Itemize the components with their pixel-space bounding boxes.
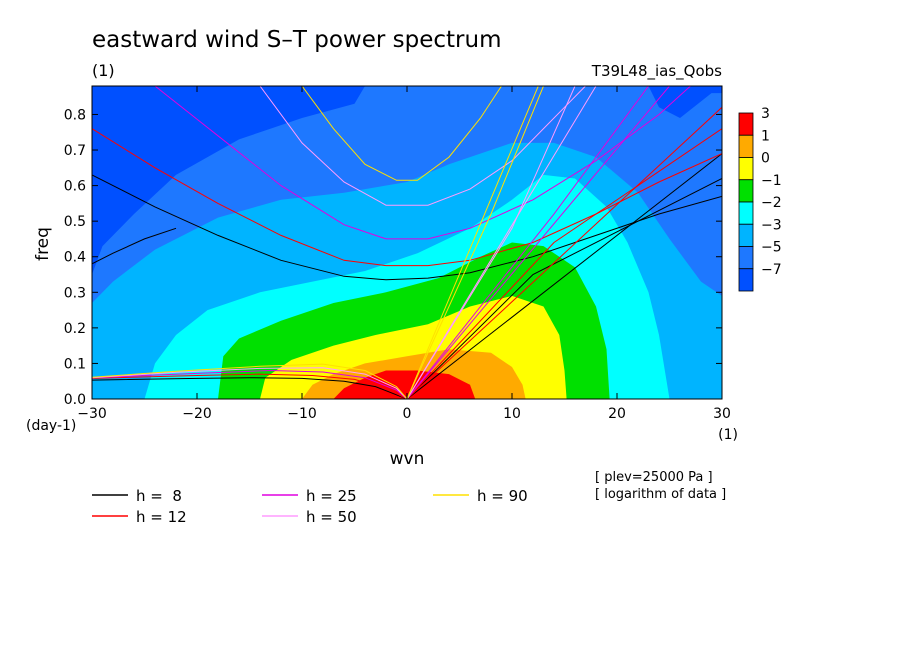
dispersion-curve-kelvin-h1 [406, 106, 722, 399]
colorbar-label: −2 [761, 195, 782, 211]
dispersion-curve-n1-gravity-h0 [92, 174, 722, 281]
legend-label: h = 25 [306, 487, 357, 505]
dispersion-curve-n1-gravity-h2 [154, 86, 691, 240]
legend-label: h = 90 [477, 487, 528, 505]
x-unit-label: (1) [718, 427, 738, 443]
x-axis-title: wvn [390, 449, 425, 469]
chart-subtitle: (1) [92, 61, 115, 80]
legend-label: h = 50 [306, 508, 357, 526]
dispersion-curve-mrg-east-h1 [406, 128, 722, 399]
dispersion-curve-rossby-h2 [92, 369, 408, 399]
y-tick-label: 0.0 [64, 392, 86, 408]
colorbar-swatch [738, 179, 754, 203]
dispersion-curve-n1-gravity-h3 [259, 86, 586, 206]
annotation-plev: [ plev=25000 Pa ] [595, 470, 713, 485]
colorbar-swatch [738, 112, 754, 136]
colorbar-label: 3 [761, 106, 770, 122]
x-tick-label: 10 [503, 406, 521, 422]
colorbar-label: −1 [761, 173, 782, 189]
x-tick-label: 0 [403, 406, 412, 422]
dispersion-curve-mrg-east-h4 [406, 86, 544, 399]
colorbar-label: 1 [761, 128, 770, 144]
colorbar-label: −3 [761, 217, 782, 233]
dispersion-curve-kelvin-h2 [406, 86, 670, 399]
dispersion-curve-kelvin-h3 [406, 86, 597, 399]
colorbar-swatch [738, 268, 754, 292]
dispersion-curves [92, 86, 722, 399]
colorbar-swatch [738, 246, 754, 270]
dispersion-curve-kelvin-h0 [406, 153, 722, 399]
legend-label: h = 8 [136, 487, 182, 505]
contour-band-6 [333, 370, 476, 399]
colorbar-swatch [738, 134, 754, 158]
dispersion-curve-rossby-h3 [92, 367, 408, 399]
dispersion-curve-mrg-east-h2 [406, 86, 649, 399]
colorbar-label: −7 [761, 262, 782, 278]
dispersion-curve-n1-gravity-h1 [92, 128, 722, 267]
y-tick-label: 0.1 [64, 356, 86, 372]
dispersion-curve-mrg-east-h3 [406, 86, 576, 399]
filled-contours [92, 86, 722, 399]
y-tick-label: 0.3 [64, 285, 86, 301]
y-unit-label: (day-1) [26, 418, 76, 434]
y-tick-label: 0.6 [64, 179, 86, 195]
annotation-log: [ logarithm of data ] [595, 487, 726, 502]
x-tick-label: −20 [182, 406, 212, 422]
y-axis-title: freq [33, 227, 53, 261]
chart-title: eastward wind S–T power spectrum [92, 27, 502, 53]
colorbar-label: −5 [761, 240, 782, 256]
colorbar-swatch [738, 223, 754, 247]
y-tick-label: 0.4 [64, 250, 86, 266]
x-tick-label: −30 [77, 406, 107, 422]
colorbar: 3 1 0 −1 −2 −3 −5 −7 [738, 106, 782, 292]
dispersion-curve-rossby-h0 [92, 377, 408, 399]
y-tick-label: 0.8 [64, 107, 86, 123]
plot-area: −30 −20 −10 0 10 20 30 0.00.10.20.30.40.50.60.… [64, 85, 731, 422]
x-axis: −30 −20 −10 0 10 20 30 [77, 86, 731, 422]
colorbar-swatch [738, 157, 754, 181]
run-label: T39L48_ias_Qobs [591, 62, 722, 81]
colorbar-label: 0 [761, 151, 770, 167]
y-tick-label: 0.7 [64, 143, 86, 159]
x-tick-label: 20 [608, 406, 626, 422]
colorbar-swatch [738, 201, 754, 225]
dispersion-curve-kelvin-h4 [406, 86, 539, 399]
x-tick-label: −10 [287, 406, 317, 422]
dispersion-curve-rossby-h1 [92, 373, 408, 399]
dispersion-curve-n1-gravity-h4 [301, 86, 502, 181]
legend: h = 8 h = 12 h = 25 h = 50 h = 90 [92, 487, 528, 526]
y-tick-label: 0.2 [64, 321, 86, 337]
dispersion-curve-rossby-h4 [92, 363, 408, 399]
dispersion-curve-n0-gravity-h0 [92, 227, 177, 265]
y-axis: 0.0 0.1 0.2 0.3 0.4 0.5 0.6 0.7 0.8 [64, 107, 722, 408]
legend-label: h = 12 [136, 508, 187, 526]
x-tick-label: 30 [713, 406, 731, 422]
y-tick-label: 0.5 [64, 214, 86, 230]
dispersion-curve-mrg-east-h0 [406, 178, 722, 399]
